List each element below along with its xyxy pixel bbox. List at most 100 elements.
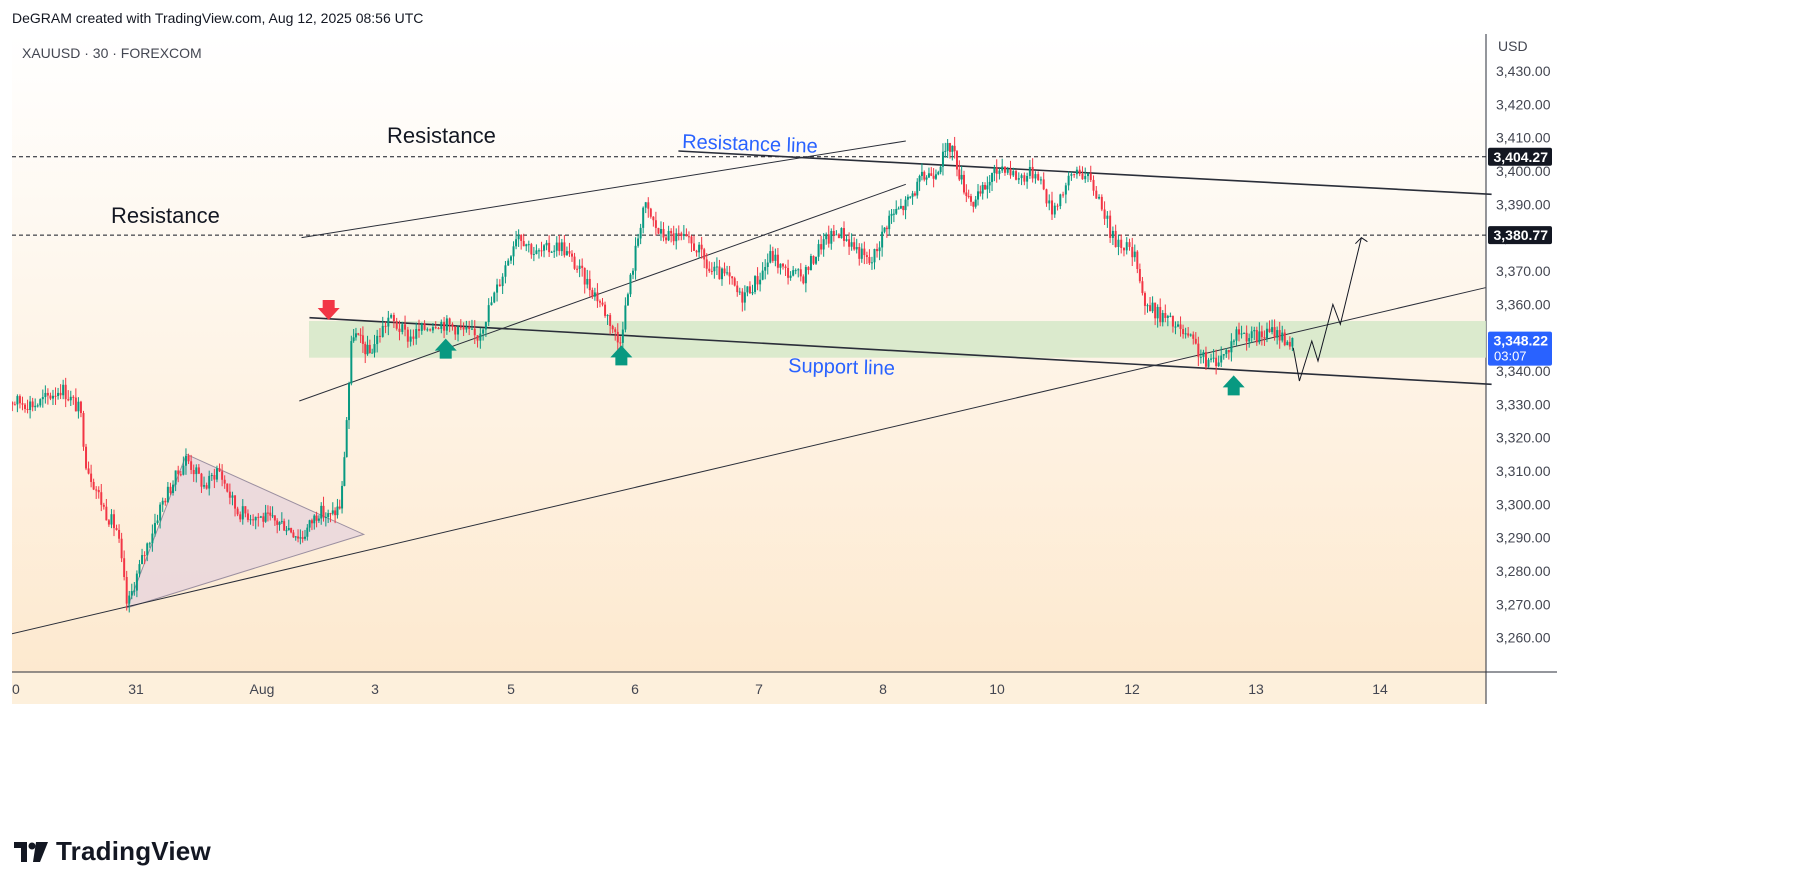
candle <box>1034 171 1037 184</box>
candle <box>799 263 802 282</box>
candle <box>59 384 62 400</box>
price-chart[interactable]: USD 3,430.00 3,420.00 3,410.00 3,400.00 3,39… <box>12 34 1792 810</box>
candle <box>591 287 594 299</box>
candle <box>423 320 426 331</box>
candle <box>1243 332 1246 334</box>
candle <box>1207 357 1210 368</box>
time-tick-label: 13 <box>1248 681 1264 697</box>
candle <box>639 223 642 245</box>
candle <box>984 182 987 190</box>
candle <box>642 206 645 234</box>
candle <box>700 236 703 259</box>
candle <box>341 481 344 514</box>
candle <box>354 327 357 341</box>
candle <box>156 514 159 525</box>
candle <box>1281 325 1284 343</box>
candle <box>310 518 313 531</box>
tradingview-logo[interactable]: TradingView <box>14 836 211 867</box>
candle <box>1189 333 1192 337</box>
candle <box>190 454 193 475</box>
candle <box>378 328 381 343</box>
candle <box>133 581 136 596</box>
candle <box>125 570 128 611</box>
candle <box>892 209 895 223</box>
candle <box>626 292 629 306</box>
time-axis-background <box>12 672 1486 704</box>
candle <box>26 399 29 414</box>
candle <box>67 390 70 402</box>
candle <box>865 251 868 265</box>
candle <box>1225 348 1228 358</box>
candle <box>632 268 635 280</box>
candle <box>787 259 790 285</box>
candle <box>462 322 465 337</box>
candle <box>563 235 566 258</box>
candle <box>1136 250 1139 274</box>
candle <box>1258 322 1261 345</box>
candle <box>130 583 133 600</box>
candle <box>784 264 787 276</box>
candle <box>1159 298 1162 327</box>
candle <box>366 335 369 356</box>
time-tick-label: 8 <box>879 681 887 697</box>
candle <box>406 326 409 348</box>
time-tick-label: 7 <box>755 681 763 697</box>
candle <box>215 465 218 483</box>
time-tick-label: 10 <box>989 681 1005 697</box>
candle <box>830 228 833 250</box>
candle <box>845 234 848 242</box>
candle <box>1177 321 1180 328</box>
candle <box>1042 172 1045 191</box>
candle <box>789 271 792 281</box>
candle <box>958 160 961 182</box>
candle <box>1084 167 1087 183</box>
candle <box>571 250 574 262</box>
candle <box>911 190 914 205</box>
time-axis[interactable]: 30 31 Aug 3 5 6 7 8 10 12 13 14 <box>12 681 1388 697</box>
candle <box>703 247 706 269</box>
candle <box>231 491 234 506</box>
candle <box>490 296 493 306</box>
candle <box>680 231 683 241</box>
candle <box>72 395 75 405</box>
candle <box>1273 319 1276 341</box>
candle <box>331 502 334 516</box>
candle <box>266 505 269 522</box>
candle <box>1138 263 1141 284</box>
candle <box>774 248 777 267</box>
price-tick-label: 3,420.00 <box>1496 96 1551 112</box>
candle <box>890 209 893 224</box>
candle <box>941 143 944 176</box>
candle <box>1146 303 1149 313</box>
candle <box>350 335 353 386</box>
projected-path <box>1292 237 1362 382</box>
candle <box>624 297 627 333</box>
candle <box>726 265 729 276</box>
candle <box>667 225 670 242</box>
candle <box>682 225 685 240</box>
candle <box>792 265 795 277</box>
price-tag-value: 3,348.22 <box>1494 333 1549 349</box>
candle <box>262 512 265 528</box>
candle <box>1067 171 1070 191</box>
candle <box>927 167 930 179</box>
price-tick-label: 3,360.00 <box>1496 296 1551 312</box>
candle <box>297 529 300 543</box>
price-tick-label: 3,280.00 <box>1496 563 1551 579</box>
candle <box>437 326 440 330</box>
candle <box>932 168 935 188</box>
candle <box>565 246 568 256</box>
chart-frame[interactable]: USD 3,430.00 3,420.00 3,410.00 3,400.00 3,39… <box>12 34 1792 810</box>
candle <box>336 498 339 519</box>
candle <box>269 506 272 521</box>
candle <box>1215 349 1218 375</box>
candle <box>953 136 956 159</box>
candle <box>540 241 543 257</box>
candle <box>138 559 141 578</box>
candle <box>192 464 195 482</box>
candle <box>384 321 387 334</box>
candle <box>345 417 348 458</box>
candle <box>1276 326 1279 345</box>
candle <box>548 235 551 257</box>
candle <box>482 327 485 341</box>
